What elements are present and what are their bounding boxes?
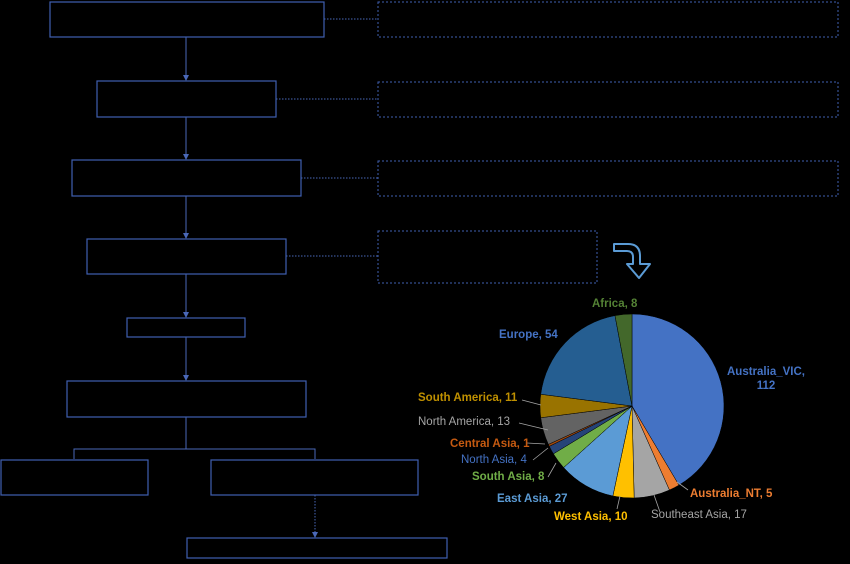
pie-label-north-america: North America, 13 — [418, 416, 510, 428]
flow-box-8 — [186, 537, 448, 559]
flow-box-1 — [49, 1, 325, 38]
pie-leader-lines — [518, 399, 689, 513]
flow-box-2 — [96, 80, 277, 118]
pie-label-south-asia: South Asia, 8 — [472, 471, 545, 483]
leader-line-southeast-asia — [653, 494, 661, 513]
pie-label-west-asia: West Asia, 10 — [554, 511, 628, 523]
leader-line-south-america — [521, 399, 542, 406]
leader-line-north-america — [518, 422, 549, 431]
flow-box-4 — [86, 238, 287, 275]
curved-arrow-icon — [613, 243, 651, 279]
pie-slice-australia-vic — [631, 313, 725, 486]
pie-label-southeast-asia: Southeast Asia, 17 — [651, 509, 747, 521]
pie-label-east-asia: East Asia, 27 — [497, 493, 568, 505]
pie-label-europe: Europe, 54 — [499, 329, 558, 341]
pie-label-africa: Africa, 8 — [592, 298, 638, 310]
pie-chart — [539, 313, 725, 499]
flow-box-3 — [71, 159, 302, 197]
pie-labels: Australia_VIC, 112 Australia_NT, 5 Southeas… — [418, 298, 805, 523]
pie-label-north-asia: North Asia, 4 — [461, 454, 527, 466]
pie-slice-europe — [540, 315, 633, 407]
flowchart-connectors — [73, 18, 378, 538]
leader-line-north-asia — [532, 447, 549, 461]
side-note-1 — [377, 1, 839, 38]
leader-line-south-asia — [547, 462, 557, 478]
pie-label-australia-nt: Australia_NT, 5 — [690, 488, 773, 500]
pie-label-south-america: South America, 11 — [418, 392, 518, 404]
flow-box-7a — [0, 459, 149, 496]
pie-label-australia-vic: Australia_VIC, 112 — [727, 366, 805, 392]
side-note-3 — [377, 160, 839, 197]
flowchart-boxes — [0, 1, 448, 559]
flow-box-7b — [210, 459, 419, 496]
leader-line-central-asia — [526, 442, 546, 445]
side-note-4 — [377, 230, 598, 284]
pie-slice-africa — [614, 313, 633, 407]
side-note-2 — [377, 81, 839, 118]
flowchart-side-notes — [377, 1, 839, 284]
pie-label-central-asia: Central Asia, 1 — [450, 438, 530, 450]
leader-line-australia-nt — [676, 481, 689, 491]
flow-box-5 — [126, 317, 246, 338]
flow-box-6 — [66, 380, 307, 418]
leader-line-west-asia — [616, 495, 621, 510]
connector-split — [73, 448, 316, 459]
